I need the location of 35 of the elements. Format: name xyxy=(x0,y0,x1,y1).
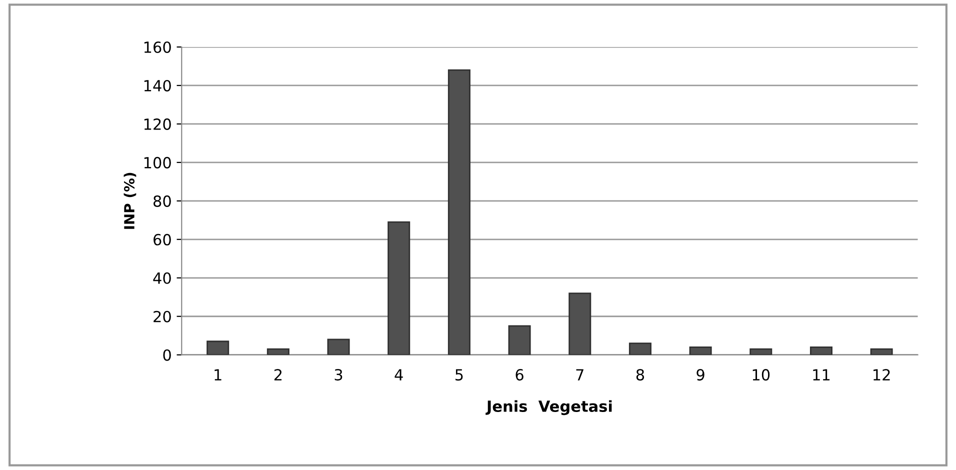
y-tick-label: 160 xyxy=(144,41,171,54)
y-tick-label: 0 xyxy=(163,349,171,361)
y-tick-label: 140 xyxy=(144,80,171,92)
y-tick-label: 100 xyxy=(144,156,171,168)
bar xyxy=(448,69,470,355)
bar xyxy=(206,340,230,355)
x-tick-label: 10 xyxy=(752,369,770,381)
y-tick-label: 60 xyxy=(154,234,171,246)
bar xyxy=(628,342,652,355)
x-tick-label: 3 xyxy=(334,369,342,381)
bar xyxy=(508,325,531,355)
x-tick-label: 4 xyxy=(394,369,403,380)
x-tick-label: 7 xyxy=(576,369,584,380)
bar xyxy=(810,346,832,355)
y-axis-title: INP (%) xyxy=(124,172,136,229)
x-tick-label: 11 xyxy=(813,369,830,380)
y-tick-label: 80 xyxy=(154,195,171,207)
x-tick-label: 2 xyxy=(274,369,282,380)
bar xyxy=(568,292,592,355)
x-tick-label: 12 xyxy=(874,369,890,380)
bar xyxy=(388,221,410,355)
y-tick-label: 20 xyxy=(154,310,171,322)
bar xyxy=(689,346,712,355)
x-tick-label: 6 xyxy=(516,369,524,381)
x-tick-label: 5 xyxy=(456,369,463,381)
bar xyxy=(327,338,350,355)
bar xyxy=(870,348,893,355)
bar xyxy=(266,348,290,355)
x-tick-label: 9 xyxy=(696,369,704,381)
x-tick-label: 1 xyxy=(214,369,222,380)
bar xyxy=(750,348,772,355)
x-axis-title: Jenis Vegetasi xyxy=(486,400,612,416)
y-tick-label: 40 xyxy=(153,272,171,284)
x-tick-label: 8 xyxy=(636,369,644,381)
y-tick-label: 120 xyxy=(144,118,171,130)
